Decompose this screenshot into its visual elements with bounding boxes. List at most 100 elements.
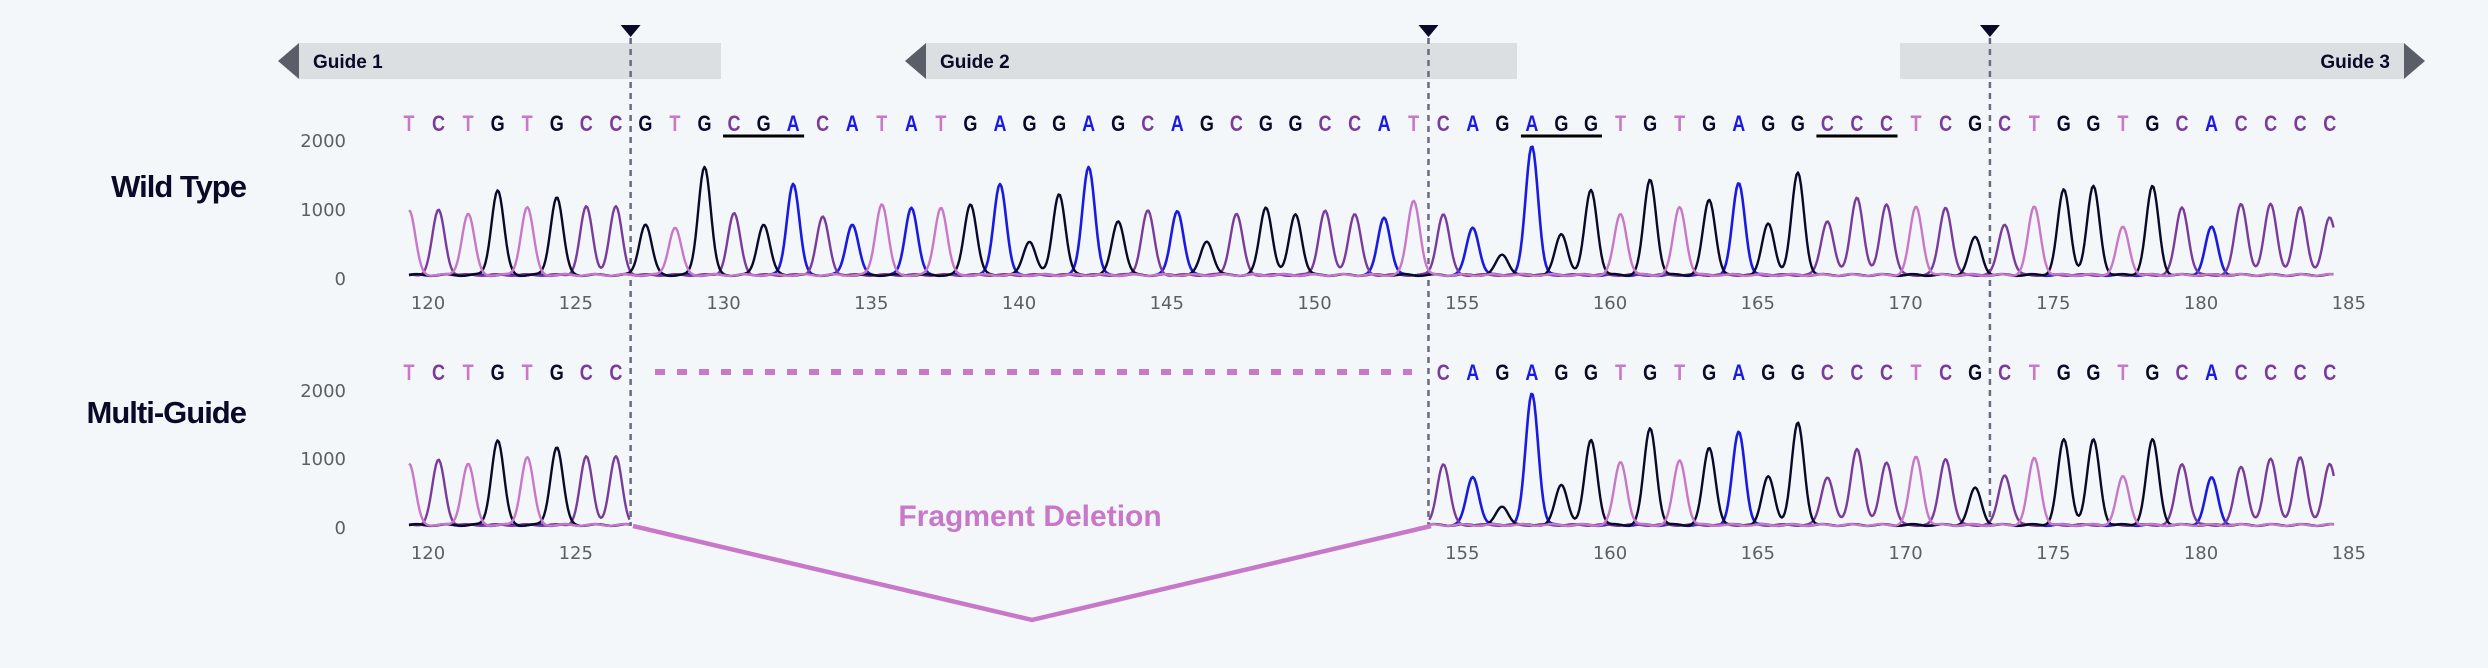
base-call-G: G (1761, 112, 1775, 136)
base-call-T: T (463, 112, 475, 136)
base-call-G: G (963, 112, 977, 136)
base-call-T: T (522, 112, 534, 136)
base-call-C: C (1998, 361, 2011, 385)
base-call-A: A (1378, 112, 1391, 136)
base-call-A: A (2205, 112, 2218, 136)
base-call-C: C (580, 112, 593, 136)
base-call-G: G (697, 112, 711, 136)
base-call-C: C (816, 112, 829, 136)
trace-T-channel (1429, 455, 2334, 527)
base-call-G: G (2145, 361, 2159, 385)
x-tick-label: 185 (2332, 293, 2366, 314)
base-call-C: C (1437, 112, 1450, 136)
base-call-C: C (2294, 112, 2307, 136)
base-call-A: A (905, 112, 918, 136)
base-call-C: C (1821, 361, 1834, 385)
x-tick-label: 155 (1445, 543, 1479, 564)
base-call-C: C (1141, 112, 1154, 136)
trace-T-channel (408, 455, 630, 527)
base-call-A: A (1525, 112, 1538, 136)
base-call-G: G (2145, 112, 2159, 136)
x-tick-label: 175 (2036, 293, 2070, 314)
x-tick-label: 125 (559, 543, 593, 564)
base-call-G: G (1495, 112, 1509, 136)
base-call-A: A (846, 112, 859, 136)
base-call-C: C (1880, 361, 1893, 385)
base-call-T: T (1911, 112, 1923, 136)
base-call-T: T (522, 361, 534, 385)
base-call-G: G (491, 112, 505, 136)
base-call-C: C (2175, 112, 2188, 136)
base-call-G: G (1643, 361, 1657, 385)
guide-bar-body (1900, 43, 2404, 79)
y-tick-label: 1000 (300, 449, 346, 470)
base-call-C: C (432, 361, 445, 385)
arrow-left-icon (905, 43, 926, 79)
base-call-G: G (1968, 112, 1982, 136)
base-call-C: C (2235, 361, 2248, 385)
x-tick-label: 185 (2332, 543, 2366, 564)
base-call-G: G (1554, 112, 1568, 136)
base-call-T: T (1615, 361, 1627, 385)
base-call-C: C (2264, 361, 2277, 385)
base-call-G: G (2086, 361, 2100, 385)
base-call-T: T (1674, 112, 1686, 136)
base-call-G: G (491, 361, 505, 385)
base-call-C: C (1319, 112, 1332, 136)
y-tick-label: 1000 (300, 200, 346, 221)
base-call-T: T (2029, 361, 2041, 385)
base-call-C: C (609, 112, 622, 136)
trace-A-channel (1429, 392, 2334, 528)
base-call-G: G (638, 112, 652, 136)
base-call-A: A (1082, 112, 1095, 136)
base-call-G: G (2057, 112, 2071, 136)
cut-site-marker-icon (1979, 25, 2000, 37)
base-call-G: G (2057, 361, 2071, 385)
base-call-C: C (2175, 361, 2188, 385)
base-call-T: T (403, 361, 415, 385)
base-call-A: A (1466, 112, 1479, 136)
base-call-G: G (1200, 112, 1214, 136)
x-tick-label: 145 (1150, 293, 1184, 314)
base-call-G: G (1791, 361, 1805, 385)
base-call-A: A (1466, 361, 1479, 385)
wild-type-label: Wild Type (111, 169, 247, 204)
base-call-T: T (876, 112, 888, 136)
trace-G-channel (408, 439, 630, 527)
x-tick-label: 160 (1593, 543, 1627, 564)
base-call-C: C (580, 361, 593, 385)
base-call-C: C (1437, 361, 1450, 385)
base-call-A: A (993, 112, 1006, 136)
trace-T-channel (408, 199, 2334, 277)
base-call-G: G (1702, 112, 1716, 136)
cut-site-marker-icon (1418, 25, 1439, 37)
base-call-G: G (1702, 361, 1716, 385)
base-call-T: T (2117, 112, 2129, 136)
cut-site-marker-icon (620, 25, 641, 37)
x-tick-label: 170 (1888, 543, 1922, 564)
guide-1-bar: Guide 1 (278, 25, 721, 526)
base-call-T: T (1615, 112, 1627, 136)
base-call-G: G (1052, 112, 1066, 136)
guide-label: Guide 3 (2320, 52, 2390, 73)
base-call-G: G (1968, 361, 1982, 385)
base-call-T: T (1911, 361, 1923, 385)
y-tick-label: 0 (335, 518, 346, 539)
base-call-T: T (2029, 112, 2041, 136)
x-tick-label: 165 (1741, 293, 1775, 314)
arrow-right-icon (2404, 43, 2425, 79)
base-call-G: G (1259, 112, 1273, 136)
x-tick-label: 180 (2184, 293, 2218, 314)
base-call-G: G (1584, 361, 1598, 385)
base-call-A: A (787, 112, 800, 136)
base-call-C: C (1850, 361, 1863, 385)
base-call-T: T (403, 112, 415, 136)
guide-3-bar: Guide 3 (1900, 25, 2425, 526)
base-call-A: A (1732, 361, 1745, 385)
x-tick-label: 160 (1593, 293, 1627, 314)
base-call-T: T (669, 112, 681, 136)
base-call-A: A (1525, 361, 1538, 385)
y-tick-label: 2000 (300, 131, 346, 152)
